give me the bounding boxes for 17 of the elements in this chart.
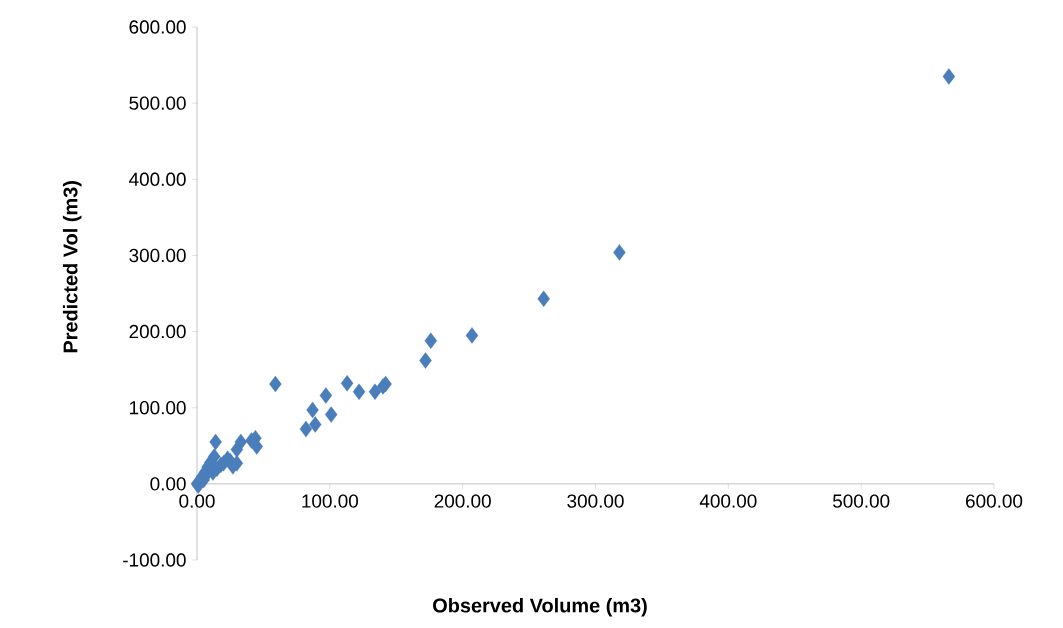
x-tick-label: 200.00: [434, 494, 491, 508]
y-tick-label: 0.00: [150, 477, 186, 491]
x-tick-label: 600.00: [966, 494, 1023, 508]
y-tick-label: 400.00: [129, 172, 186, 186]
y-tick-label: 100.00: [130, 401, 186, 415]
y-tick-label: 600.00: [129, 20, 186, 34]
x-tick-label: 100.00: [302, 494, 359, 508]
y-tick-label: 500.00: [129, 96, 186, 110]
y-tick-label: -100.00: [123, 553, 186, 567]
y-tick-label: 200.00: [129, 324, 186, 339]
x-axis-title: Observed Volume (m3): [433, 597, 647, 617]
x-tick-label: 300.00: [567, 494, 624, 508]
x-tick-label: 500.00: [832, 494, 890, 508]
x-tick-label: 0.00: [179, 494, 215, 508]
y-tick-label: 300.00: [129, 248, 186, 263]
y-axis-title: Predicted Vol (m3): [62, 181, 82, 353]
x-tick-label: 400.00: [699, 494, 757, 508]
